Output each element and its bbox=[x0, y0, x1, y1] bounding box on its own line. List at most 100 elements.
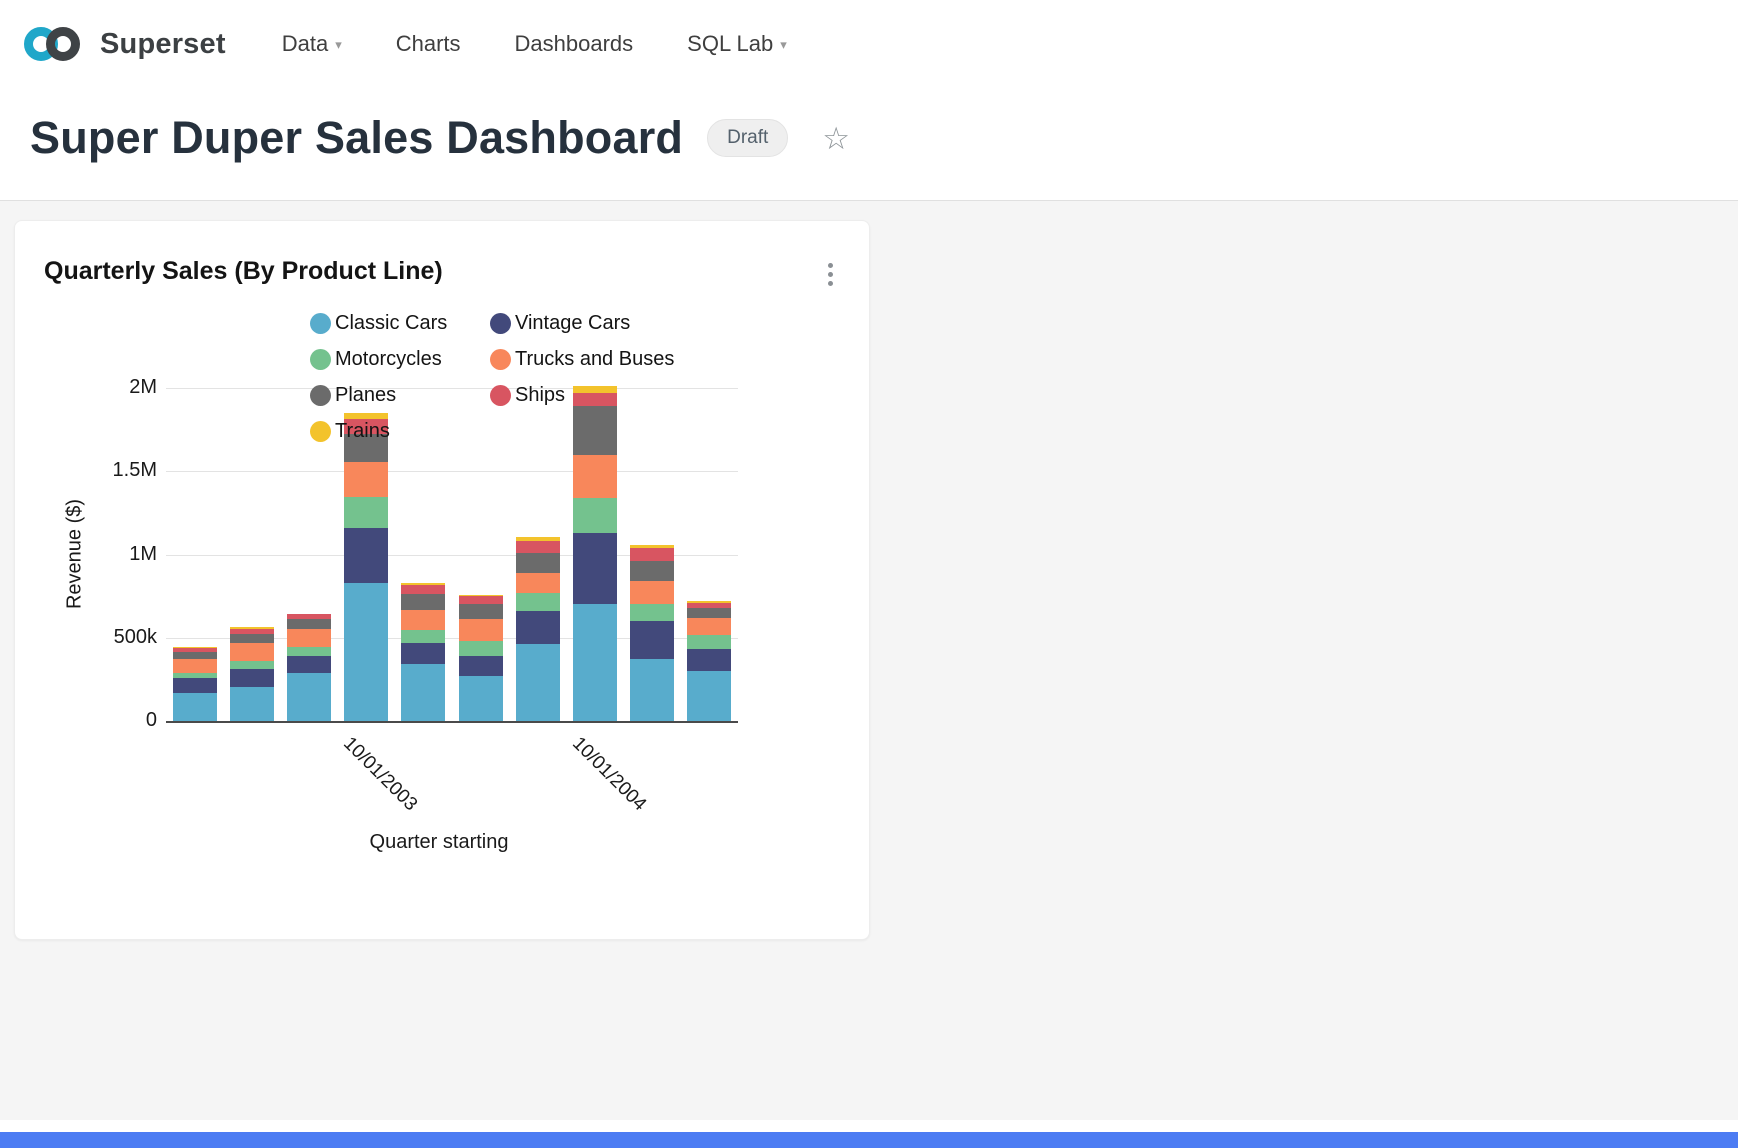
status-badge: Draft bbox=[707, 119, 789, 157]
bar-segment[interactable] bbox=[630, 621, 675, 660]
nav-item-label: SQL Lab bbox=[687, 31, 774, 56]
brand-name: Superset bbox=[100, 27, 226, 60]
bar-segment[interactable] bbox=[687, 601, 732, 603]
more-options-button[interactable] bbox=[824, 259, 837, 290]
bar-segment[interactable] bbox=[458, 656, 503, 677]
chevron-down-icon: ▾ bbox=[335, 37, 342, 52]
gridline bbox=[166, 388, 738, 389]
bar-segment[interactable] bbox=[229, 628, 274, 634]
bar-segment[interactable] bbox=[344, 413, 389, 419]
bar-segment[interactable] bbox=[229, 627, 274, 629]
bar-segment[interactable] bbox=[573, 532, 617, 605]
bar-segment[interactable] bbox=[287, 614, 331, 620]
legend-item[interactable]: Trucks and Buses bbox=[490, 347, 674, 371]
bar-segment[interactable] bbox=[515, 552, 560, 573]
bar-segment[interactable] bbox=[287, 613, 331, 615]
bar-segment[interactable] bbox=[172, 672, 217, 678]
bar-segment[interactable] bbox=[401, 610, 446, 631]
bar-segment[interactable] bbox=[630, 659, 675, 721]
bar-segment[interactable] bbox=[172, 646, 217, 648]
legend-item[interactable]: Vintage Cars bbox=[490, 311, 674, 335]
legend-item[interactable]: Planes bbox=[310, 383, 490, 407]
legend-marker bbox=[490, 312, 511, 334]
y-tick-label: 500k bbox=[113, 625, 157, 648]
bar-segment[interactable] bbox=[573, 406, 617, 455]
bar-segment[interactable] bbox=[287, 646, 331, 657]
bar-segment[interactable] bbox=[172, 647, 217, 652]
bar-segment[interactable] bbox=[344, 497, 389, 528]
legend-item[interactable]: Ships bbox=[490, 383, 674, 407]
bar-segment[interactable] bbox=[515, 541, 560, 553]
bar-segment[interactable] bbox=[172, 658, 217, 673]
bar-01/01/2005 bbox=[630, 544, 675, 721]
legend-label: Trucks and Buses bbox=[515, 348, 675, 370]
bar-segment[interactable] bbox=[172, 651, 217, 659]
bar-segment[interactable] bbox=[630, 604, 675, 622]
bar-segment[interactable] bbox=[401, 630, 446, 643]
bar-segment[interactable] bbox=[401, 585, 446, 595]
bar-segment[interactable] bbox=[287, 672, 331, 721]
bar-segment[interactable] bbox=[515, 572, 560, 593]
legend-label: Classic Cars bbox=[335, 312, 448, 334]
bar-segment[interactable] bbox=[630, 544, 675, 548]
bar-segment[interactable] bbox=[630, 547, 675, 562]
logo-ring-right bbox=[46, 27, 80, 61]
bar-segment[interactable] bbox=[401, 664, 446, 721]
bar-segment[interactable] bbox=[515, 644, 560, 721]
bar-segment[interactable] bbox=[515, 537, 560, 542]
legend: Classic Cars Vintage Cars Motorcycles Truck… bbox=[310, 311, 674, 443]
bar-segment[interactable] bbox=[573, 604, 617, 721]
bar-segment[interactable] bbox=[229, 668, 274, 687]
bar-segment[interactable] bbox=[344, 582, 389, 721]
bar-segment[interactable] bbox=[687, 617, 732, 636]
bar-segment[interactable] bbox=[573, 393, 617, 407]
bar-04/01/2005 bbox=[687, 601, 732, 721]
nav-item-dashboards[interactable]: Dashboards bbox=[511, 25, 638, 63]
bar-segment[interactable] bbox=[229, 633, 274, 643]
bar-segment[interactable] bbox=[515, 611, 560, 645]
bar-segment[interactable] bbox=[287, 619, 331, 629]
nav-item-charts[interactable]: Charts bbox=[392, 25, 465, 63]
bar-segment[interactable] bbox=[687, 649, 732, 672]
bar-segment[interactable] bbox=[630, 561, 675, 582]
legend-item[interactable]: Trains bbox=[310, 419, 490, 443]
gridline bbox=[166, 554, 738, 556]
bar-segment[interactable] bbox=[458, 604, 503, 620]
nav-item-sql-lab[interactable]: SQL Lab ▾ bbox=[683, 25, 791, 63]
bar-segment[interactable] bbox=[515, 592, 560, 612]
bar-segment[interactable] bbox=[344, 462, 389, 498]
bar-segment[interactable] bbox=[458, 594, 503, 597]
bar-segment[interactable] bbox=[573, 386, 617, 394]
bar-segment[interactable] bbox=[401, 594, 446, 611]
bar-segment[interactable] bbox=[401, 642, 446, 665]
bar-segment[interactable] bbox=[687, 635, 732, 650]
bar-segment[interactable] bbox=[458, 641, 503, 657]
favorite-star-icon[interactable]: ☆ bbox=[822, 120, 851, 156]
bar-segment[interactable] bbox=[401, 582, 446, 586]
bar-segment[interactable] bbox=[229, 642, 274, 662]
legend-item[interactable]: Classic Cars bbox=[310, 311, 490, 335]
legend-marker bbox=[310, 384, 331, 406]
bar-segment[interactable] bbox=[287, 656, 331, 673]
top-nav: Superset Data ▾ Charts Dashboards SQL La… bbox=[0, 0, 1738, 88]
bar-segment[interactable] bbox=[344, 433, 389, 463]
bar-segment[interactable] bbox=[687, 602, 732, 608]
bar-segment[interactable] bbox=[687, 607, 732, 618]
bar-segment[interactable] bbox=[229, 686, 274, 721]
bar-segment[interactable] bbox=[229, 661, 274, 669]
bar-segment[interactable] bbox=[458, 619, 503, 642]
bar-segment[interactable] bbox=[573, 454, 617, 498]
bar-segment[interactable] bbox=[630, 581, 675, 605]
bar-segment[interactable] bbox=[344, 527, 389, 583]
bar-segment[interactable] bbox=[172, 692, 217, 721]
superset-logo[interactable]: Superset bbox=[24, 24, 226, 64]
bar-segment[interactable] bbox=[687, 671, 732, 721]
bar-segment[interactable] bbox=[573, 497, 617, 533]
bar-segment[interactable] bbox=[287, 628, 331, 647]
nav-item-data[interactable]: Data ▾ bbox=[278, 25, 346, 63]
bar-segment[interactable] bbox=[458, 676, 503, 721]
bar-segment[interactable] bbox=[344, 418, 389, 434]
bar-segment[interactable] bbox=[172, 677, 217, 693]
legend-item[interactable]: Motorcycles bbox=[310, 347, 490, 371]
bar-segment[interactable] bbox=[458, 596, 503, 605]
